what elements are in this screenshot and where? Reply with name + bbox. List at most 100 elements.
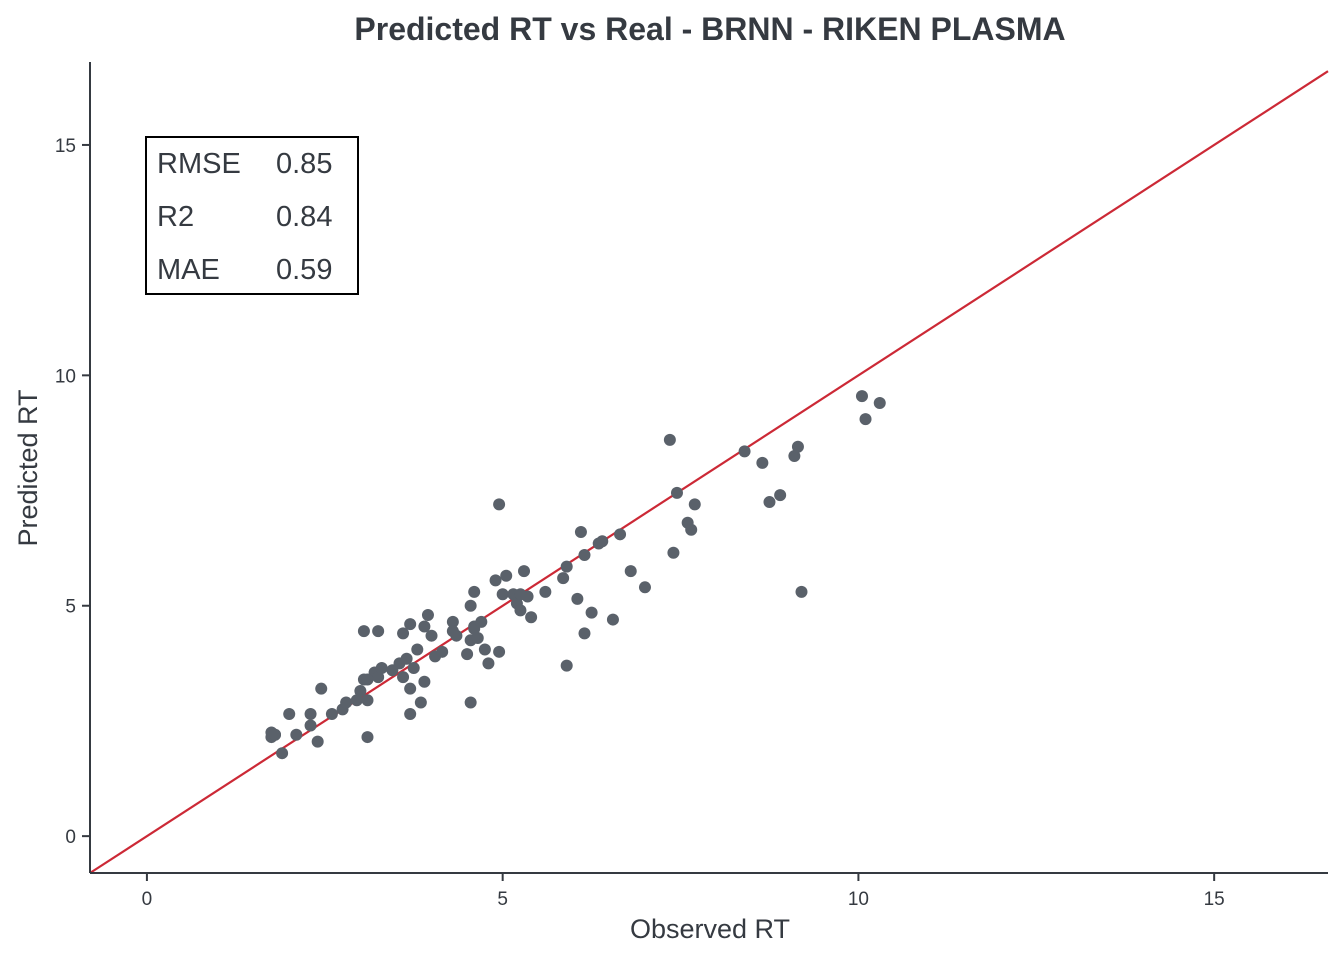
data-point xyxy=(560,659,573,672)
stats-table-border xyxy=(145,136,359,295)
y-tick-label: 0 xyxy=(65,827,76,848)
data-point xyxy=(738,445,751,458)
rmse-value: 0.85 xyxy=(276,148,332,180)
data-point xyxy=(354,684,367,697)
data-point xyxy=(471,631,484,644)
data-point xyxy=(446,615,459,628)
data-point xyxy=(763,496,776,509)
y-axis-label: Predicted RT xyxy=(13,389,43,546)
data-point xyxy=(304,719,317,732)
data-point xyxy=(596,535,609,548)
data-point xyxy=(475,615,488,628)
data-point xyxy=(670,486,683,499)
data-point xyxy=(663,433,676,446)
data-point xyxy=(571,592,584,605)
data-point xyxy=(478,643,491,656)
x-axis-ticks: 0 5 10 15 xyxy=(142,873,1225,910)
data-point xyxy=(361,731,374,744)
data-point xyxy=(418,675,431,688)
data-point xyxy=(276,747,289,760)
data-point xyxy=(372,625,385,638)
data-point xyxy=(574,526,587,539)
data-point xyxy=(372,671,385,684)
data-point xyxy=(614,528,627,541)
data-point xyxy=(357,625,370,638)
y-tick-label: 15 xyxy=(55,136,76,157)
data-point xyxy=(525,611,538,624)
data-point xyxy=(400,652,413,665)
data-point xyxy=(795,585,808,598)
data-point xyxy=(578,549,591,562)
x-tick-label: 0 xyxy=(142,889,153,910)
data-point xyxy=(688,498,701,511)
data-point xyxy=(464,599,477,612)
x-axis-label: Observed RT xyxy=(630,914,790,944)
data-point xyxy=(268,728,281,741)
data-point xyxy=(606,613,619,626)
y-tick-label: 5 xyxy=(65,597,76,618)
data-point xyxy=(788,449,801,462)
data-point xyxy=(304,708,317,721)
data-point xyxy=(514,588,527,601)
data-point xyxy=(468,585,481,598)
data-point xyxy=(411,643,424,656)
y-axis-ticks: 0 5 10 15 xyxy=(55,136,90,848)
data-point xyxy=(756,456,769,469)
data-point xyxy=(624,565,637,578)
data-point xyxy=(325,708,338,721)
data-point xyxy=(404,682,417,695)
data-point xyxy=(514,604,527,617)
data-point xyxy=(421,608,434,621)
data-point xyxy=(450,629,463,642)
stats-table: RMSE 0.85 R2 0.84 MAE 0.59 xyxy=(145,136,359,295)
rmse-label: RMSE xyxy=(157,148,241,180)
data-point xyxy=(489,574,502,587)
data-point xyxy=(397,671,410,684)
data-point xyxy=(585,606,598,619)
plot-area xyxy=(89,70,1329,874)
data-point xyxy=(493,498,506,511)
data-point xyxy=(560,560,573,573)
data-point xyxy=(350,694,363,707)
data-point xyxy=(496,588,509,601)
data-point xyxy=(685,523,698,536)
data-point xyxy=(425,629,438,642)
r2-label: R2 xyxy=(157,201,194,233)
data-point xyxy=(518,565,531,578)
mae-value: 0.59 xyxy=(276,254,332,286)
data-points xyxy=(265,390,886,760)
data-point xyxy=(774,489,787,502)
data-point xyxy=(873,396,886,409)
data-point xyxy=(407,661,420,674)
data-point xyxy=(397,627,410,640)
data-point xyxy=(557,572,570,585)
data-point xyxy=(500,569,513,582)
data-point xyxy=(340,696,353,709)
data-point xyxy=(315,682,328,695)
data-point xyxy=(361,694,374,707)
mae-label: MAE xyxy=(157,254,220,286)
y-tick-label: 10 xyxy=(55,366,76,387)
data-point xyxy=(667,546,680,559)
r2-value: 0.84 xyxy=(276,201,332,233)
data-point xyxy=(464,696,477,709)
x-tick-label: 5 xyxy=(497,889,508,910)
data-point xyxy=(578,627,591,640)
chart-title: Predicted RT vs Real - BRNN - RIKEN PLAS… xyxy=(354,11,1065,47)
data-point xyxy=(493,645,506,658)
data-point xyxy=(436,645,449,658)
data-point xyxy=(404,708,417,721)
x-tick-label: 15 xyxy=(1204,889,1225,910)
data-point xyxy=(311,735,324,748)
data-point xyxy=(482,657,495,670)
data-point xyxy=(404,618,417,631)
data-point xyxy=(414,696,427,709)
data-point xyxy=(859,413,872,426)
data-point xyxy=(461,648,474,661)
x-tick-label: 10 xyxy=(848,889,869,910)
data-point xyxy=(539,585,552,598)
data-point xyxy=(638,581,651,594)
data-point xyxy=(855,390,868,403)
data-point xyxy=(418,620,431,633)
